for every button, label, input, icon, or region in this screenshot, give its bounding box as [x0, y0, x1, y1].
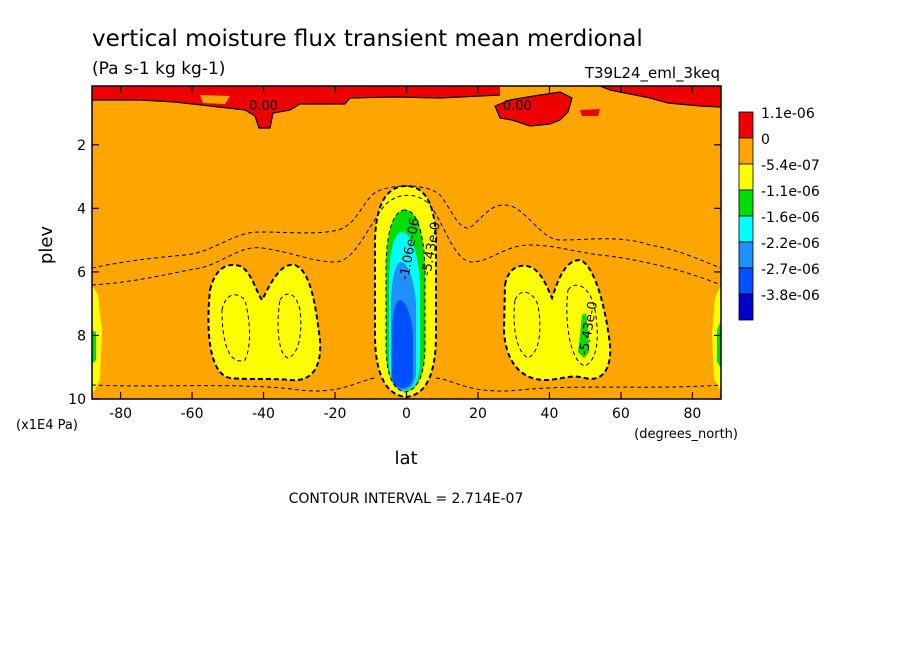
- legend-swatch: [738, 189, 754, 217]
- x-tick-label: -80: [109, 406, 132, 422]
- legend-swatch: [738, 293, 754, 321]
- x-tick-label: 80: [683, 406, 701, 422]
- x-tick-label: 0: [402, 406, 411, 422]
- legend-label: 0: [761, 132, 770, 148]
- legend-label: 1.1e-06: [761, 106, 815, 122]
- field-north-green: [578, 313, 589, 358]
- legend-swatch: [738, 163, 754, 191]
- contour-red-edge-right: [599, 86, 721, 108]
- x-tick-label: -20: [324, 406, 347, 422]
- field-edge-right-yellow: [712, 285, 721, 392]
- y-axis: 2 4 6 8 10: [68, 138, 721, 408]
- contour-north-inner-a: [513, 291, 541, 359]
- field-edge-right-green: [717, 320, 721, 368]
- contour-red-edge-left: [92, 94, 501, 129]
- field-red-top-right: [600, 86, 721, 107]
- field-red-top-center: [495, 92, 572, 126]
- y-tick-label: 2: [77, 138, 86, 154]
- legend-label: -1.1e-06: [761, 184, 820, 200]
- contour-interval: CONTOUR INTERVAL = 2.714E-07: [289, 491, 524, 507]
- legend-label: -5.4e-07: [761, 158, 820, 174]
- contour-south-bold: [207, 263, 322, 382]
- legend-label: -3.8e-06: [761, 288, 820, 304]
- field-edge-left-green: [92, 330, 96, 364]
- color-legend: 1.1e-06 0 -5.4e-07 -1.1e-06 -1.6e-06 -2.2e-06…: [738, 106, 820, 321]
- contour-value-label: 0.00: [249, 99, 278, 114]
- y-tick-label: 6: [77, 265, 86, 281]
- field-orange-pocket: [200, 95, 230, 104]
- chart-units: (Pa s-1 kg kg-1): [92, 59, 225, 79]
- contour-inner-dashed: [92, 194, 721, 286]
- x-axis: -80 -60 -40 -20 0 20 40 60 80: [109, 86, 701, 422]
- legend-swatch: [738, 215, 754, 243]
- legend-swatch: [738, 267, 754, 295]
- contour-north-bold: [502, 258, 612, 382]
- contour-fill: 0.00 0.000.00-1.06e-06-5.43e-0-5.43e-0: [92, 75, 721, 399]
- y-axis-units: (x1E4 Pa): [16, 418, 78, 433]
- y-tick-label: 4: [77, 201, 86, 217]
- contour-low-dashed: [92, 377, 721, 392]
- x-axis-units: (degrees_north): [634, 427, 738, 442]
- chart-title: vertical moisture flux transient mean me…: [92, 26, 643, 52]
- contour-north-inner-b: [566, 284, 598, 367]
- run-label: T39L24_eml_3keq: [584, 64, 720, 83]
- legend-label: -2.7e-06: [761, 262, 820, 278]
- y-tick-label: 8: [77, 328, 86, 344]
- contour-equator-inner: [385, 209, 426, 393]
- x-axis-label: lat: [394, 448, 417, 469]
- x-tick-label: -60: [181, 406, 204, 422]
- x-tick-label: 20: [469, 406, 487, 422]
- contour-lines: [92, 86, 721, 399]
- legend-label: -2.2e-06: [761, 236, 820, 252]
- contour-red-edge-center: [494, 91, 573, 127]
- contour-value-label: 0.00: [503, 99, 532, 114]
- x-tick-label: 60: [612, 406, 630, 422]
- field-equator-deepblue: [392, 300, 413, 388]
- legend-label: -1.6e-06: [761, 210, 820, 226]
- legend-swatch: [738, 111, 754, 139]
- field-edge-left-yellow: [92, 285, 102, 395]
- legend-swatch: [738, 137, 754, 165]
- contour-outer-dashed: [92, 185, 721, 269]
- field-red-spot: [580, 109, 600, 116]
- x-tick-label: 40: [541, 406, 559, 422]
- y-tick-label: 10: [68, 392, 86, 408]
- y-axis-label: plev: [36, 226, 57, 265]
- legend-swatch: [738, 241, 754, 269]
- field-south-yellow: [208, 264, 321, 381]
- contour-value-label: 0.00: [689, 75, 718, 90]
- x-tick-label: -40: [252, 406, 275, 422]
